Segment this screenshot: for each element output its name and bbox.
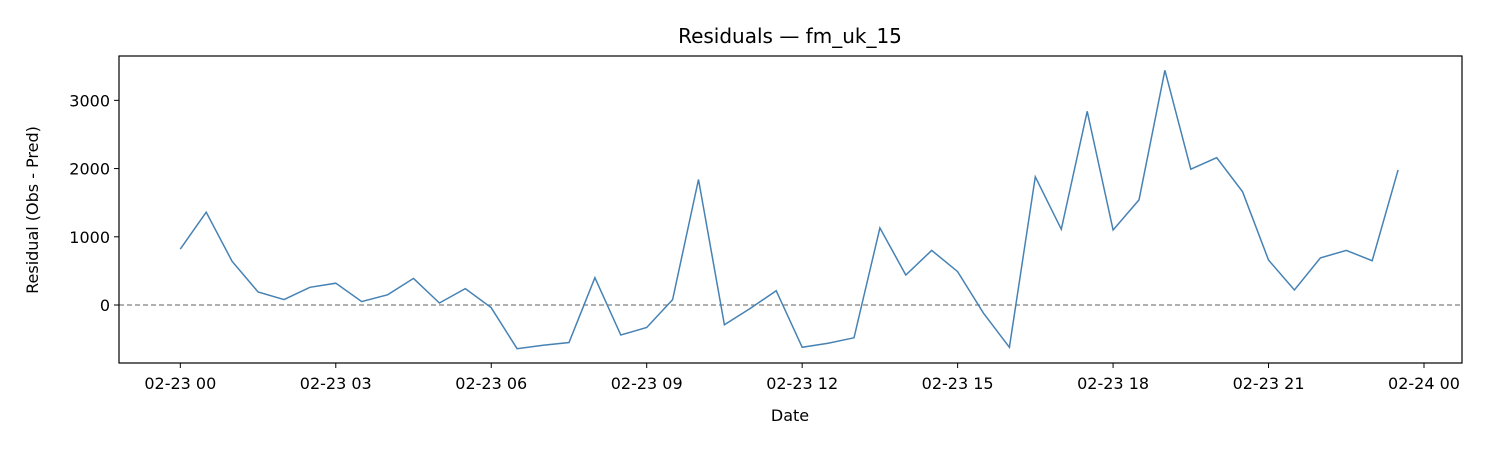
x-tick-label: 02-24 00 <box>1388 374 1460 393</box>
y-tick-label: 2000 <box>69 160 110 179</box>
plot-frame <box>118 55 1463 364</box>
x-tick-label: 02-23 15 <box>922 374 994 393</box>
x-tick-label: 02-23 03 <box>300 374 372 393</box>
y-tick-label: 0 <box>100 296 110 315</box>
x-tick-label: 02-23 12 <box>766 374 838 393</box>
series-line-0 <box>179 70 1399 350</box>
x-tick-label: 02-23 09 <box>611 374 683 393</box>
y-tick-label: 3000 <box>69 91 110 110</box>
x-tick-label: 02-23 21 <box>1233 374 1305 393</box>
x-axis-label: Date <box>771 406 809 425</box>
x-tick-label: 02-23 00 <box>144 374 216 393</box>
x-tick-label: 02-23 06 <box>455 374 527 393</box>
x-tick-label: 02-23 18 <box>1077 374 1149 393</box>
y-axis-label: Residual (Obs - Pred) <box>23 126 42 294</box>
y-tick-label: 1000 <box>69 228 110 247</box>
plot-area: 02-23 00 02-23 03 02-23 06 02-23 09 02-23 12… <box>69 55 1463 393</box>
chart-title: Residuals — fm_uk_15 <box>678 24 902 48</box>
